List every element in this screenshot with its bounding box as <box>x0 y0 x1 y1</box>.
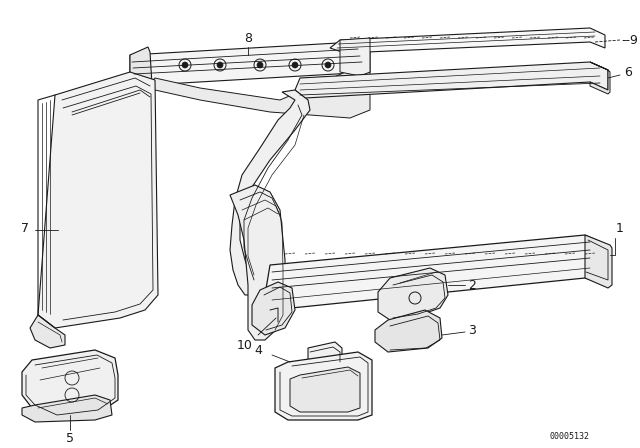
Polygon shape <box>375 310 442 352</box>
Polygon shape <box>130 47 152 90</box>
Circle shape <box>292 62 298 68</box>
Text: 10: 10 <box>237 339 253 352</box>
Polygon shape <box>22 395 112 422</box>
Polygon shape <box>230 185 285 340</box>
Polygon shape <box>290 367 360 412</box>
Text: 1: 1 <box>616 221 624 234</box>
Polygon shape <box>265 235 610 310</box>
Polygon shape <box>585 235 612 288</box>
Polygon shape <box>22 350 118 418</box>
Circle shape <box>325 62 331 68</box>
Circle shape <box>217 62 223 68</box>
Polygon shape <box>230 90 310 295</box>
Polygon shape <box>130 42 370 85</box>
Text: 3: 3 <box>468 323 476 336</box>
Polygon shape <box>590 62 610 94</box>
Circle shape <box>182 62 188 68</box>
Polygon shape <box>295 62 608 98</box>
Text: 2: 2 <box>468 279 476 292</box>
Text: 5: 5 <box>66 431 74 444</box>
Polygon shape <box>330 28 605 53</box>
Polygon shape <box>275 352 372 420</box>
Text: 8: 8 <box>244 31 252 44</box>
Polygon shape <box>378 268 448 320</box>
Polygon shape <box>130 68 370 118</box>
Polygon shape <box>252 282 295 335</box>
Text: 00005132: 00005132 <box>550 431 590 440</box>
Text: 6: 6 <box>624 65 632 78</box>
Polygon shape <box>308 342 342 365</box>
Polygon shape <box>340 38 370 76</box>
Text: 7: 7 <box>21 221 29 234</box>
Circle shape <box>257 62 263 68</box>
Polygon shape <box>38 72 158 328</box>
Polygon shape <box>30 315 65 348</box>
Text: 4: 4 <box>254 344 262 357</box>
Text: --9: --9 <box>621 34 639 47</box>
